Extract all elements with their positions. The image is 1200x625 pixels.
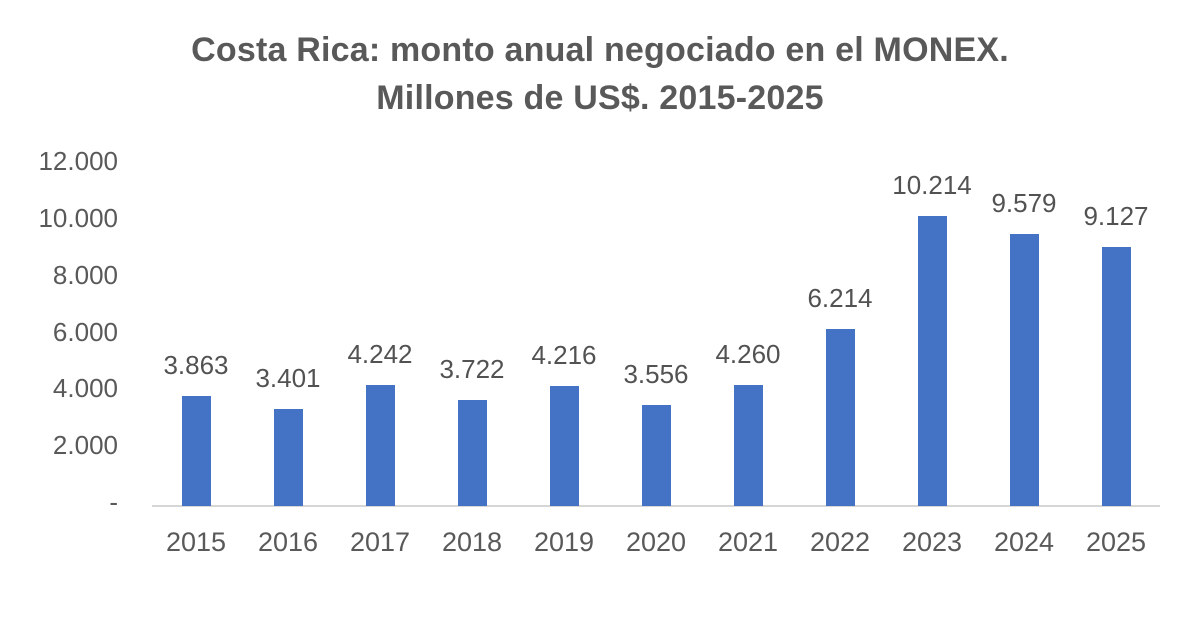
bar-value-label: 10.214: [892, 169, 972, 200]
y-axis-tick-label: 6.000: [52, 316, 118, 347]
chart-title: Costa Rica: monto anual negociado en el …: [0, 26, 1200, 122]
x-axis-label: 2021: [717, 527, 779, 557]
bar-value-label: 3.401: [255, 363, 321, 394]
bar: [273, 409, 303, 506]
y-axis-tick-label: -: [109, 487, 118, 517]
bar-value-label: 3.863: [163, 350, 229, 381]
x-axis-line: [152, 505, 1160, 507]
x-axis-label: 2025: [1085, 527, 1147, 557]
bar: [1101, 246, 1131, 506]
bar: [641, 404, 671, 506]
x-axis-label: 2015: [165, 527, 227, 557]
x-axis-label: 2023: [901, 527, 963, 557]
bar-value-label: 4.216: [531, 340, 597, 371]
x-axis-label: 2017: [349, 527, 411, 557]
chart-title-line-1: Costa Rica: monto anual negociado en el …: [191, 31, 1009, 69]
x-axis-label: 2018: [441, 527, 503, 557]
x-axis-label: 2022: [809, 527, 871, 557]
y-axis-tick-label: 4.000: [52, 373, 118, 404]
x-axis-label: 2016: [257, 527, 319, 557]
bar-value-label: 9.579: [991, 187, 1057, 218]
bar: [917, 215, 947, 506]
bar-value-label: 9.127: [1083, 200, 1149, 231]
x-axis-label: 2020: [625, 527, 687, 557]
bar-value-label: 4.242: [347, 339, 413, 370]
bar-value-label: 6.214: [807, 283, 873, 314]
y-axis-tick-label: 10.000: [38, 202, 118, 233]
bar: [457, 400, 487, 506]
bar: [733, 384, 763, 506]
y-axis-tick-label: 8.000: [52, 259, 118, 290]
y-axis-tick-label: 2.000: [52, 430, 118, 461]
bar-value-label: 3.556: [623, 358, 689, 389]
y-axis-tick-label: 12.000: [38, 146, 118, 176]
bar: [181, 396, 211, 506]
bar: [1009, 233, 1039, 506]
bar-value-label: 3.722: [439, 354, 505, 385]
bar: [825, 329, 855, 506]
bar: [365, 385, 395, 506]
chart-title-line-2: Millones de US$. 2015-2025: [376, 79, 824, 117]
bar-value-label: 4.260: [715, 338, 781, 369]
bar: [549, 386, 579, 506]
x-axis-label: 2024: [993, 527, 1055, 557]
x-axis-label: 2019: [533, 527, 595, 557]
